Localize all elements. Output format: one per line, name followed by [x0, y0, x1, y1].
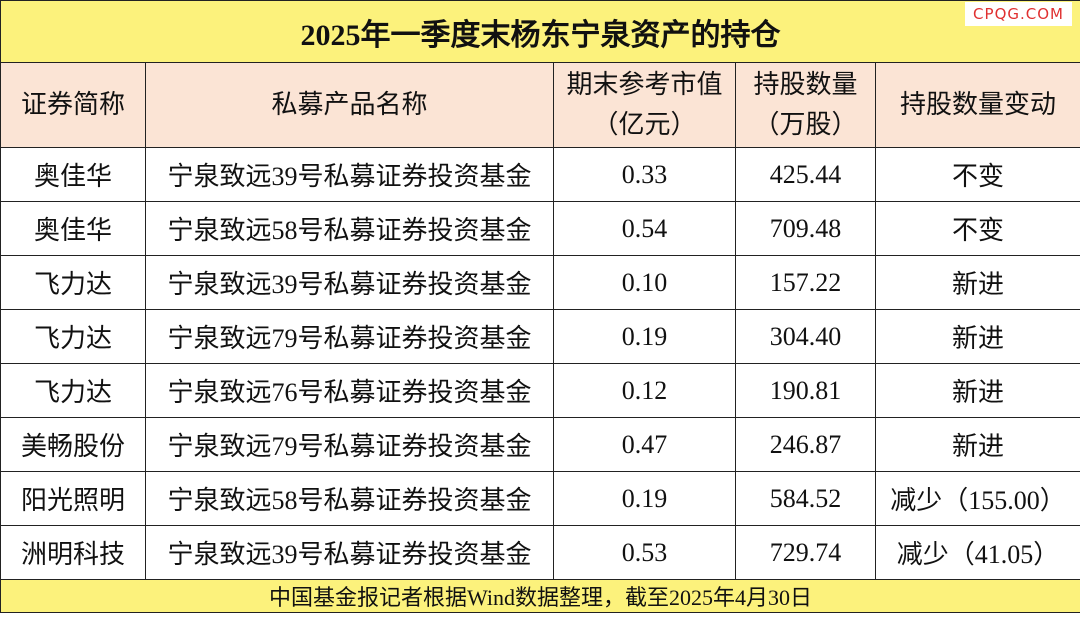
- cell: 157.22: [735, 255, 876, 310]
- footer-row: 中国基金报记者根据Wind数据整理，截至2025年4月30日: [0, 579, 1080, 613]
- cell: 飞力达: [0, 363, 146, 418]
- data-row: 奥佳华 宁泉致远39号私募证券投资基金 0.33 425.44 不变: [0, 147, 1080, 202]
- header-row: 证券简称 私募产品名称 期末参考市值 （亿元） 持股数量 （万股） 持股数量变动: [0, 62, 1080, 148]
- cell: 0.53: [553, 525, 736, 580]
- cell: 新进: [874, 417, 1080, 472]
- cell: 宁泉致远39号私募证券投资基金: [145, 525, 554, 580]
- table-title: 2025年一季度末杨东宁泉资产的持仓: [0, 0, 1080, 63]
- cell: 减少（41.05）: [874, 525, 1080, 580]
- cell: 190.81: [735, 363, 876, 418]
- cell: 584.52: [735, 471, 876, 526]
- data-row: 飞力达 宁泉致远79号私募证券投资基金 0.19 304.40 新进: [0, 309, 1080, 364]
- column-header: 私募产品名称: [145, 62, 554, 148]
- cell: 宁泉致远79号私募证券投资基金: [145, 417, 554, 472]
- header-line: 私募产品名称: [271, 90, 428, 119]
- cell: 0.10: [553, 255, 736, 310]
- cell: 美畅股份: [0, 417, 146, 472]
- cell: 宁泉致远58号私募证券投资基金: [145, 201, 554, 256]
- cell: 0.12: [553, 363, 736, 418]
- cell: 425.44: [735, 147, 876, 202]
- cell: 奥佳华: [0, 201, 146, 256]
- cell: 246.87: [735, 417, 876, 472]
- cell: 宁泉致远58号私募证券投资基金: [145, 471, 554, 526]
- header-line: 持股数量变动: [900, 90, 1057, 119]
- cell: 729.74: [735, 525, 876, 580]
- cell: 宁泉致远76号私募证券投资基金: [145, 363, 554, 418]
- column-header: 持股数量 （万股）: [735, 62, 876, 148]
- cell: 新进: [874, 363, 1080, 418]
- cell: 709.48: [735, 201, 876, 256]
- cell: 304.40: [735, 309, 876, 364]
- cell: 宁泉致远39号私募证券投资基金: [145, 255, 554, 310]
- header-line: （亿元）: [592, 110, 697, 139]
- cell: 洲明科技: [0, 525, 146, 580]
- cell: 0.33: [553, 147, 736, 202]
- data-row: 洲明科技 宁泉致远39号私募证券投资基金 0.53 729.74 减少（41.05）: [0, 525, 1080, 580]
- header-line: （万股）: [753, 110, 858, 139]
- cell: 飞力达: [0, 309, 146, 364]
- cell: 阳光照明: [0, 471, 146, 526]
- data-row: 美畅股份 宁泉致远79号私募证券投资基金 0.47 246.87 新进: [0, 417, 1080, 472]
- cell: 不变: [874, 201, 1080, 256]
- cell: 宁泉致远39号私募证券投资基金: [145, 147, 554, 202]
- header-line: 证券简称: [20, 90, 125, 119]
- header-line: 持股数量: [753, 70, 858, 99]
- data-row: 飞力达 宁泉致远39号私募证券投资基金 0.10 157.22 新进: [0, 255, 1080, 310]
- column-header: 期末参考市值 （亿元）: [553, 62, 736, 148]
- watermark: CPQG.COM: [965, 2, 1072, 26]
- cell: 0.19: [553, 309, 736, 364]
- column-header: 证券简称: [0, 62, 146, 148]
- cell: 奥佳华: [0, 147, 146, 202]
- cell: 新进: [874, 255, 1080, 310]
- cell: 飞力达: [0, 255, 146, 310]
- cell: 减少（155.00）: [874, 471, 1080, 526]
- cell: 宁泉致远79号私募证券投资基金: [145, 309, 554, 364]
- data-row: 阳光照明 宁泉致远58号私募证券投资基金 0.19 584.52 减少（155.00）: [0, 471, 1080, 526]
- header-line: 期末参考市值: [566, 70, 723, 99]
- cell: 0.47: [553, 417, 736, 472]
- column-header: 持股数量变动: [874, 62, 1080, 148]
- footer-note: 中国基金报记者根据Wind数据整理，截至2025年4月30日: [0, 579, 1080, 613]
- cell: 0.54: [553, 201, 736, 256]
- data-row: 飞力达 宁泉致远76号私募证券投资基金 0.12 190.81 新进: [0, 363, 1080, 418]
- cell: 新进: [874, 309, 1080, 364]
- cell: 不变: [874, 147, 1080, 202]
- data-row: 奥佳华 宁泉致远58号私募证券投资基金 0.54 709.48 不变: [0, 201, 1080, 256]
- cell: 0.19: [553, 471, 736, 526]
